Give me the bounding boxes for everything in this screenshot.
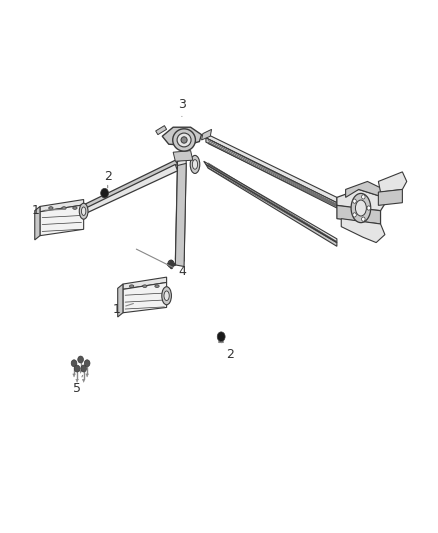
Ellipse shape [356, 200, 366, 216]
Circle shape [74, 365, 80, 372]
Circle shape [353, 199, 356, 203]
Polygon shape [40, 199, 84, 212]
Text: 3: 3 [178, 98, 186, 117]
Ellipse shape [79, 203, 88, 219]
Circle shape [78, 356, 83, 363]
Polygon shape [155, 126, 166, 135]
Ellipse shape [162, 287, 171, 305]
Circle shape [101, 188, 109, 198]
Polygon shape [73, 374, 75, 377]
Ellipse shape [81, 207, 86, 215]
Ellipse shape [351, 193, 371, 223]
Polygon shape [84, 160, 177, 209]
Polygon shape [175, 159, 186, 261]
Ellipse shape [130, 285, 134, 287]
Ellipse shape [173, 129, 195, 151]
Circle shape [362, 217, 365, 221]
Text: 5: 5 [73, 375, 83, 395]
Polygon shape [346, 181, 381, 197]
Circle shape [168, 260, 174, 268]
Ellipse shape [164, 291, 169, 301]
Ellipse shape [73, 207, 77, 209]
Circle shape [71, 360, 77, 367]
Polygon shape [206, 134, 337, 203]
Circle shape [353, 213, 356, 217]
Ellipse shape [190, 156, 200, 173]
Circle shape [367, 206, 371, 210]
Polygon shape [206, 138, 337, 208]
Ellipse shape [143, 285, 147, 287]
Polygon shape [40, 205, 84, 236]
Polygon shape [35, 206, 40, 240]
Polygon shape [337, 205, 381, 224]
Polygon shape [206, 165, 337, 246]
Text: 1: 1 [32, 204, 66, 217]
Polygon shape [79, 370, 82, 373]
Polygon shape [201, 130, 212, 140]
Text: 2: 2 [104, 169, 112, 188]
Ellipse shape [62, 207, 66, 209]
Polygon shape [123, 282, 166, 313]
Polygon shape [341, 219, 385, 243]
Polygon shape [204, 161, 337, 243]
Ellipse shape [192, 160, 198, 169]
Circle shape [362, 195, 365, 199]
Polygon shape [175, 164, 186, 266]
Polygon shape [82, 379, 85, 382]
Text: 4: 4 [136, 249, 186, 278]
Polygon shape [378, 172, 407, 192]
Ellipse shape [181, 137, 187, 143]
Ellipse shape [177, 133, 191, 147]
Text: 1: 1 [113, 303, 134, 316]
Circle shape [81, 365, 86, 372]
Ellipse shape [155, 285, 159, 287]
Text: 2: 2 [221, 342, 234, 361]
Polygon shape [123, 277, 166, 289]
Polygon shape [173, 151, 193, 161]
Polygon shape [84, 165, 177, 213]
Polygon shape [162, 127, 201, 146]
Polygon shape [86, 374, 88, 377]
Polygon shape [378, 189, 403, 205]
Polygon shape [118, 284, 123, 317]
Ellipse shape [49, 207, 53, 209]
Circle shape [84, 360, 90, 367]
Polygon shape [337, 189, 385, 211]
Polygon shape [76, 379, 78, 382]
Circle shape [217, 332, 225, 342]
